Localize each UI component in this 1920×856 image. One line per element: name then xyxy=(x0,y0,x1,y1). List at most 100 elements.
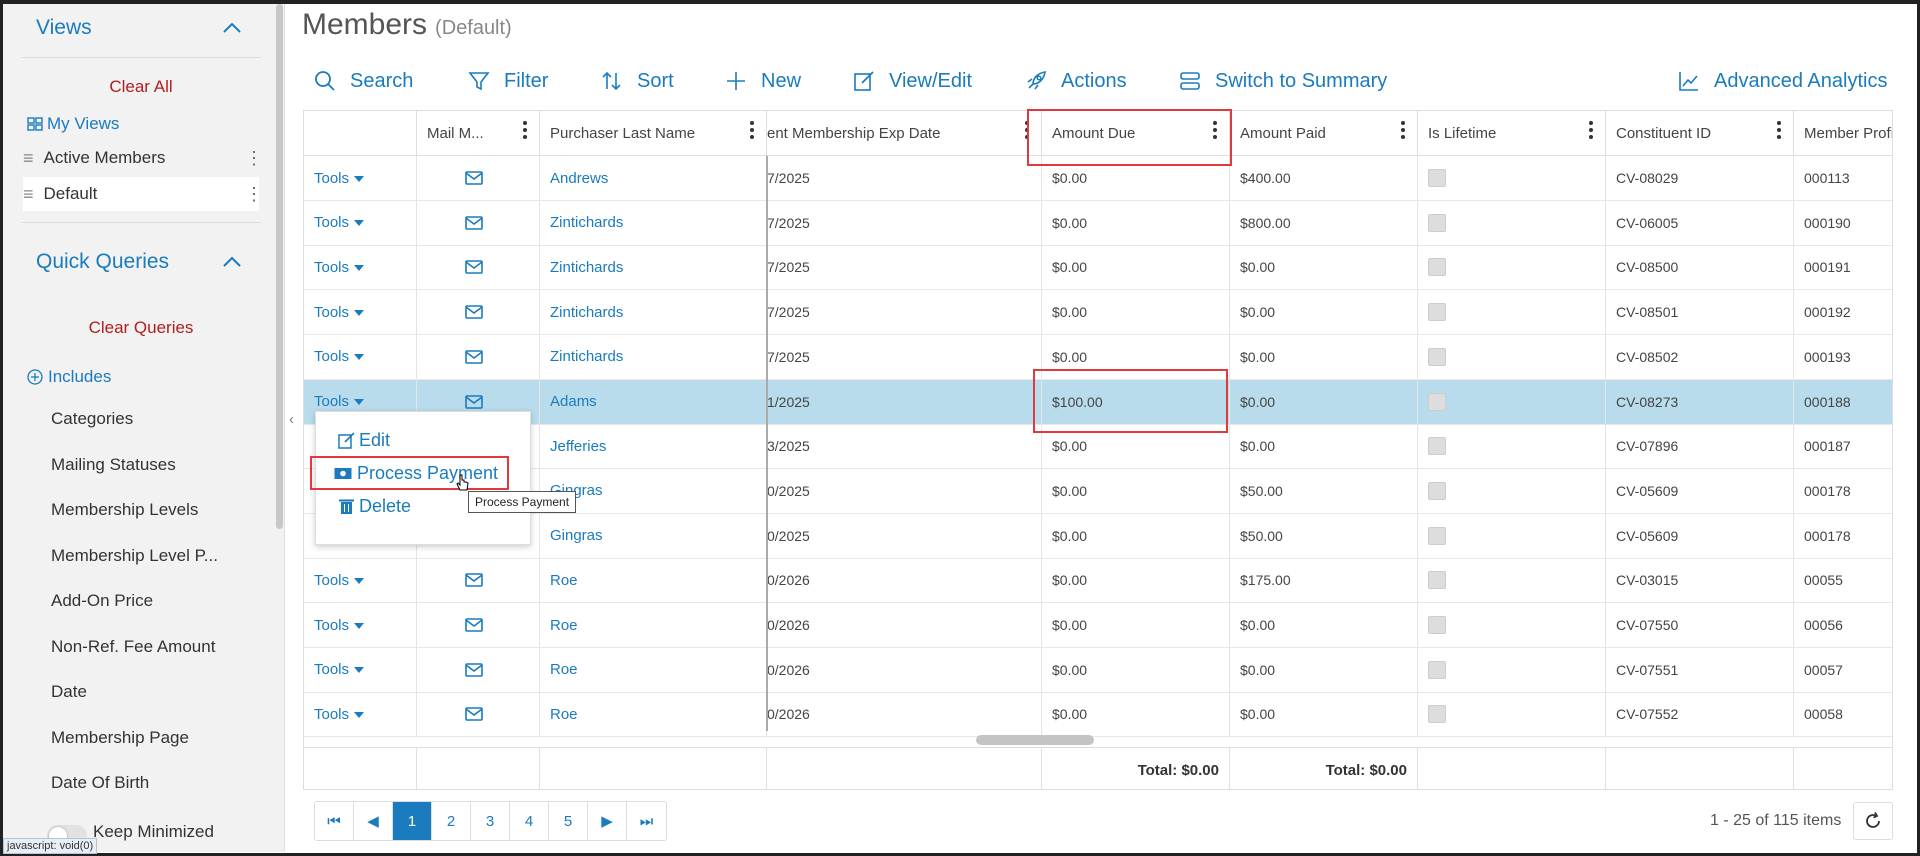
envelope-icon[interactable] xyxy=(465,349,483,364)
process-payment-menu-item[interactable]: Process Payment xyxy=(333,460,498,486)
purchaser-last-name-link[interactable]: Gingras xyxy=(550,527,603,545)
header-purchaser-last-name[interactable]: Purchaser Last Name xyxy=(540,111,767,156)
table-row[interactable]: Tools Zintichards 7/2025 $0.00 $0.00 CV-08501… xyxy=(304,290,1892,336)
column-menu-icon[interactable] xyxy=(1213,121,1217,141)
tools-dropdown-button[interactable]: Tools xyxy=(314,214,365,231)
header-constituent-id[interactable]: Constituent ID xyxy=(1606,111,1794,156)
tools-dropdown-button[interactable]: Tools xyxy=(314,259,365,276)
refresh-button[interactable] xyxy=(1853,802,1893,840)
is-lifetime-checkbox[interactable] xyxy=(1428,213,1446,232)
header-is-lifetime[interactable]: Is Lifetime xyxy=(1418,111,1606,156)
is-lifetime-checkbox[interactable] xyxy=(1428,392,1446,411)
is-lifetime-checkbox[interactable] xyxy=(1428,571,1446,590)
query-item[interactable]: Categories xyxy=(51,409,134,428)
switch-summary-button[interactable]: Switch to Summary xyxy=(1179,64,1387,98)
page-button[interactable]: 3 xyxy=(471,802,510,840)
prev-page-button[interactable]: ◀ xyxy=(354,802,393,840)
column-menu-icon[interactable] xyxy=(523,121,527,141)
next-page-button[interactable]: ▶ xyxy=(588,802,627,840)
header-mail[interactable]: Mail M... xyxy=(417,111,540,156)
tools-dropdown-button[interactable]: Tools xyxy=(314,572,365,589)
query-item[interactable]: Mailing Statuses xyxy=(51,455,176,474)
table-row[interactable]: Tools Zintichards 7/2025 $0.00 $0.00 CV-08500… xyxy=(304,245,1892,291)
view-item-default[interactable]: ≡ Default ⋮ xyxy=(23,177,263,211)
envelope-icon[interactable] xyxy=(465,171,483,185)
query-item[interactable]: Membership Level P... xyxy=(51,546,218,565)
is-lifetime-checkbox[interactable] xyxy=(1428,481,1446,500)
is-lifetime-checkbox[interactable] xyxy=(1428,347,1446,366)
drag-handle-icon[interactable]: ≡ xyxy=(23,183,34,204)
page-button[interactable]: 2 xyxy=(432,802,471,840)
first-page-button[interactable]: ⏮ xyxy=(315,802,354,840)
views-section-header[interactable]: Views xyxy=(3,4,265,52)
purchaser-last-name-link[interactable]: Adams xyxy=(550,393,597,410)
tools-dropdown-button[interactable]: Tools xyxy=(314,706,365,723)
purchaser-last-name-link[interactable]: Roe xyxy=(550,616,578,634)
page-button[interactable]: 5 xyxy=(549,802,588,840)
clear-all-link[interactable]: Clear All xyxy=(109,77,173,96)
envelope-icon[interactable] xyxy=(465,305,483,319)
my-views-link[interactable]: My Views xyxy=(27,107,263,141)
is-lifetime-checkbox[interactable] xyxy=(1428,303,1446,322)
tools-dropdown-button[interactable]: Tools xyxy=(314,661,365,678)
query-item[interactable]: Date xyxy=(51,682,87,701)
header-membership-exp-date[interactable]: ent Membership Exp Date xyxy=(767,111,1042,156)
is-lifetime-checkbox[interactable] xyxy=(1428,705,1446,724)
view-item-active-members[interactable]: ≡ Active Members ⋮ xyxy=(23,141,263,175)
table-row[interactable]: Tools Roe 0/2026 $0.00 $0.00 CV-07552 00058 xyxy=(304,692,1892,738)
kebab-menu-icon[interactable]: ⋮ xyxy=(245,183,263,204)
is-lifetime-checkbox[interactable] xyxy=(1428,616,1446,634)
purchaser-last-name-link[interactable]: Roe xyxy=(550,571,578,589)
tools-dropdown-button[interactable]: Tools xyxy=(314,617,365,634)
collapse-sidebar-icon[interactable]: ‹ xyxy=(289,411,294,428)
purchaser-last-name-link[interactable]: Zintichards xyxy=(550,348,624,366)
tools-dropdown-button[interactable]: Tools xyxy=(314,170,365,187)
clear-queries-link[interactable]: Clear Queries xyxy=(88,318,194,337)
last-page-button[interactable]: ⏭ xyxy=(639,812,654,830)
table-row[interactable]: Tools Andrews 7/2025 $0.00 $400.00 CV-08029 00… xyxy=(304,156,1892,201)
query-item[interactable]: Add-On Price xyxy=(51,591,154,610)
filter-button[interactable]: Filter xyxy=(468,64,548,98)
purchaser-last-name-link[interactable]: Andrews xyxy=(550,169,609,187)
table-row[interactable]: Tools Roe 0/2026 $0.00 $0.00 CV-07551 00057 xyxy=(304,647,1892,693)
header-member-profile[interactable]: Member Profil xyxy=(1794,111,1892,156)
chevron-up-icon[interactable] xyxy=(221,251,243,273)
tools-dropdown-button[interactable]: Tools xyxy=(314,304,365,321)
query-item[interactable]: Membership Levels xyxy=(51,500,199,519)
table-row[interactable]: Tools Zintichards 7/2025 $0.00 $0.00 CV-08502… xyxy=(304,334,1892,380)
purchaser-last-name-link[interactable]: Jefferies xyxy=(550,437,607,455)
chevron-up-icon[interactable] xyxy=(221,17,243,39)
kebab-menu-icon[interactable]: ⋮ xyxy=(245,147,263,168)
envelope-icon[interactable] xyxy=(465,707,483,722)
purchaser-last-name-link[interactable]: Roe xyxy=(550,661,578,679)
new-button[interactable]: New xyxy=(725,64,801,98)
is-lifetime-checkbox[interactable] xyxy=(1428,526,1446,545)
envelope-icon[interactable] xyxy=(465,573,483,588)
purchaser-last-name-link[interactable]: Zintichards xyxy=(550,258,624,276)
table-row[interactable]: Tools Zintichards 7/2025 $0.00 $800.00 CV-060… xyxy=(304,200,1892,246)
purchaser-last-name-link[interactable]: Zintichards xyxy=(550,214,624,232)
is-lifetime-checkbox[interactable] xyxy=(1428,169,1446,187)
column-menu-icon[interactable] xyxy=(750,121,754,141)
actions-button[interactable]: Actions xyxy=(1025,64,1127,98)
column-menu-icon[interactable] xyxy=(1777,121,1781,141)
delete-menu-item[interactable]: Delete xyxy=(338,493,411,519)
column-menu-icon[interactable] xyxy=(1401,121,1405,141)
envelope-icon[interactable] xyxy=(465,260,483,275)
table-row[interactable]: Tools Roe 0/2026 $0.00 $0.00 CV-07550 00056 xyxy=(304,603,1892,648)
purchaser-last-name-link[interactable]: Roe xyxy=(550,705,578,723)
table-row[interactable]: Tools Adams 1/2025 $100.00 $0.00 CV-08273 0001… xyxy=(304,379,1892,425)
view-edit-button[interactable]: View/Edit xyxy=(853,64,972,98)
column-menu-icon[interactable] xyxy=(1589,121,1593,141)
advanced-analytics-button[interactable]: Advanced Analytics xyxy=(1678,64,1887,98)
horizontal-scrollbar[interactable] xyxy=(976,735,1094,745)
is-lifetime-checkbox[interactable] xyxy=(1428,258,1446,277)
envelope-icon[interactable] xyxy=(465,215,483,230)
header-amount-due[interactable]: Amount Due xyxy=(1042,111,1230,156)
page-button[interactable]: 4 xyxy=(510,802,549,840)
quick-queries-section-header[interactable]: Quick Queries xyxy=(3,238,265,286)
tools-dropdown-button[interactable]: Tools xyxy=(314,348,365,365)
query-item[interactable]: Membership Page xyxy=(51,728,189,747)
purchaser-last-name-link[interactable]: Zintichards xyxy=(550,303,624,321)
includes-toggle[interactable]: Includes xyxy=(27,360,263,394)
